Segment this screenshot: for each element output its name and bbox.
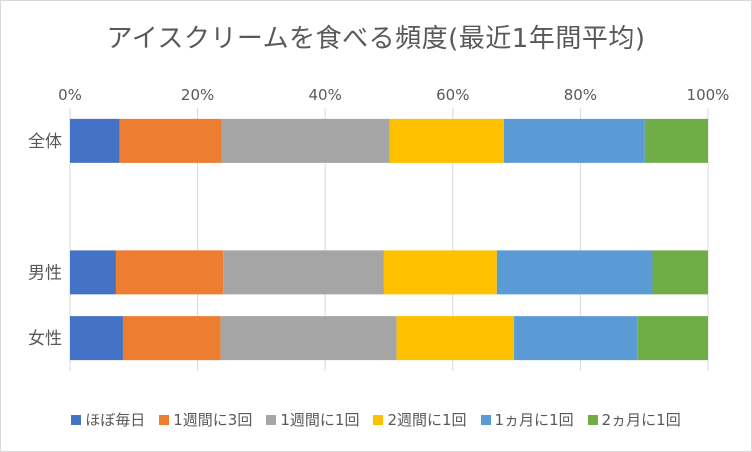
legend-swatch [480, 414, 491, 425]
bar-segment [496, 250, 653, 295]
x-tick-label: 80% [564, 86, 597, 104]
legend-label: 1週間に1回 [280, 411, 360, 429]
bar-segment [514, 316, 638, 361]
legend-label: 2週間に1回 [387, 411, 467, 429]
bar-segment [115, 250, 224, 295]
legend-swatch [71, 414, 82, 425]
bar-segment [644, 118, 708, 163]
legend-swatch [266, 414, 277, 425]
x-axis-ticks: 0% 20% 40% 60% 80% 100% [58, 86, 729, 104]
chart-title: アイスクリームを食べる頻度(最近1年間平均) [106, 24, 646, 54]
category-label: 女性 [28, 329, 62, 349]
legend-label: 2ヵ月に1回 [601, 411, 681, 429]
bar-segment [389, 118, 504, 163]
legend-item: 2週間に1回 [373, 409, 467, 430]
x-tick-label: 20% [181, 86, 214, 104]
bar-segment [223, 250, 384, 295]
bar-segment [122, 316, 221, 361]
category-label: 全体 [28, 132, 62, 152]
legend-label: 1ヵ月に1回 [494, 411, 574, 429]
bar-segment [396, 316, 515, 361]
x-tick-label: 100% [687, 86, 730, 104]
category-label: 男性 [28, 263, 62, 283]
legend-item: 1週間に1回 [266, 409, 359, 430]
legend-item: ほぼ毎日 [71, 409, 145, 430]
x-tick-label: 0% [58, 86, 82, 104]
bar-segment [70, 250, 116, 295]
bar-segment [70, 118, 120, 163]
bar-segment [220, 316, 397, 361]
legend-swatch [373, 414, 384, 425]
legend: ほぼ毎日 1週間に3回 1週間に1回 2週間に1回 1ヵ月に1回 2ヵ月に1回 [0, 409, 752, 430]
bar-segment [652, 250, 708, 295]
bar-segment [70, 316, 123, 361]
bar-segment [637, 316, 708, 361]
bar-segment [383, 250, 497, 295]
x-tick-label: 40% [309, 86, 342, 104]
bar-segments [70, 118, 708, 361]
legend-label: ほぼ毎日 [85, 411, 146, 429]
legend-item: 1ヵ月に1回 [480, 409, 574, 430]
legend-swatch [159, 414, 170, 425]
legend-item: 1週間に3回 [159, 409, 252, 430]
legend-label: 1週間に3回 [173, 411, 253, 429]
bar-segment [221, 118, 390, 163]
x-tick-label: 60% [436, 86, 469, 104]
bar-segment [119, 118, 222, 163]
legend-item: 2ヵ月に1回 [587, 409, 681, 430]
bar-segment [503, 118, 645, 163]
legend-swatch [587, 414, 598, 425]
